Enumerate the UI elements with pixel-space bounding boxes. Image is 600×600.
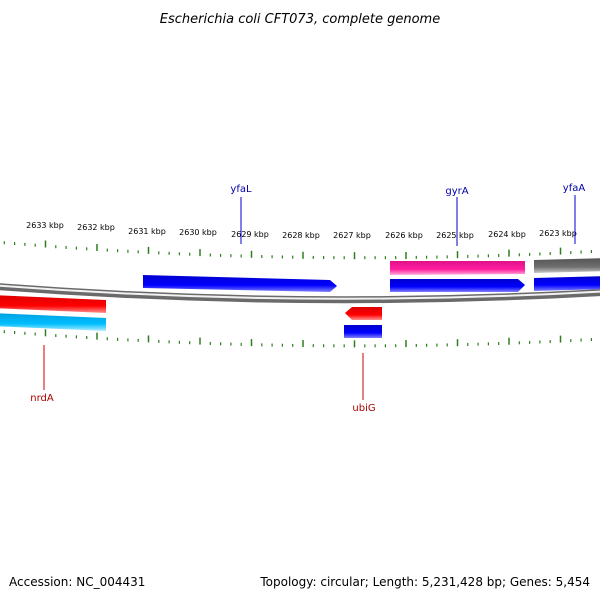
gene-label-yfaA[interactable]: yfaA (563, 183, 586, 194)
scale-label-2628: 2628 kbp (282, 231, 320, 240)
scale-label-2625: 2625 kbp (436, 231, 474, 240)
outer-scale-ticks (3, 240, 593, 260)
scale-label-2629: 2629 kbp (231, 230, 269, 239)
gene-label-gyrA[interactable]: gyrA (445, 186, 468, 197)
scale-label-2627: 2627 kbp (333, 231, 371, 240)
accession-text: Accession: NC_004431 (9, 575, 145, 589)
reverse-feature-nrdA[interactable] (0, 313, 106, 331)
forward-cds-yfaA[interactable] (534, 276, 600, 291)
gene-label-ubiG[interactable]: ubiG (352, 403, 375, 414)
topology-text: Topology: circular; Length: 5,231,428 bp… (259, 575, 590, 589)
scale-label-2633: 2633 kbp (26, 221, 64, 230)
scale-label-2624: 2624 kbp (488, 230, 526, 239)
forward-cds-yfaL[interactable] (143, 275, 337, 292)
gene-label-yfaL[interactable]: yfaL (230, 184, 252, 195)
reverse-feature-ubiG[interactable] (344, 325, 382, 338)
scale-label-2623: 2623 kbp (539, 229, 577, 238)
gene-label-nrdA[interactable]: nrdA (30, 393, 54, 404)
scale-label-2630: 2630 kbp (179, 228, 217, 237)
scale-label-2626: 2626 kbp (385, 231, 423, 240)
scale-label-2632: 2632 kbp (77, 223, 115, 232)
reverse-cds-nrdA[interactable] (0, 295, 106, 313)
forward-feature-yfaA[interactable] (534, 258, 600, 273)
inner-scale-ticks (3, 329, 593, 348)
genome-backbone-highlight (0, 284, 600, 300)
forward-cds-gyrA[interactable] (390, 279, 525, 292)
forward-feature-gyrA[interactable] (390, 261, 525, 275)
scale-label-2631: 2631 kbp (128, 227, 166, 236)
reverse-cds-ubiG[interactable] (345, 307, 382, 320)
scale-labels: 2633 kbp 2632 kbp 2631 kbp 2630 kbp 2629… (26, 221, 577, 240)
map-title: Escherichia coli CFT073, complete genome (160, 12, 440, 27)
